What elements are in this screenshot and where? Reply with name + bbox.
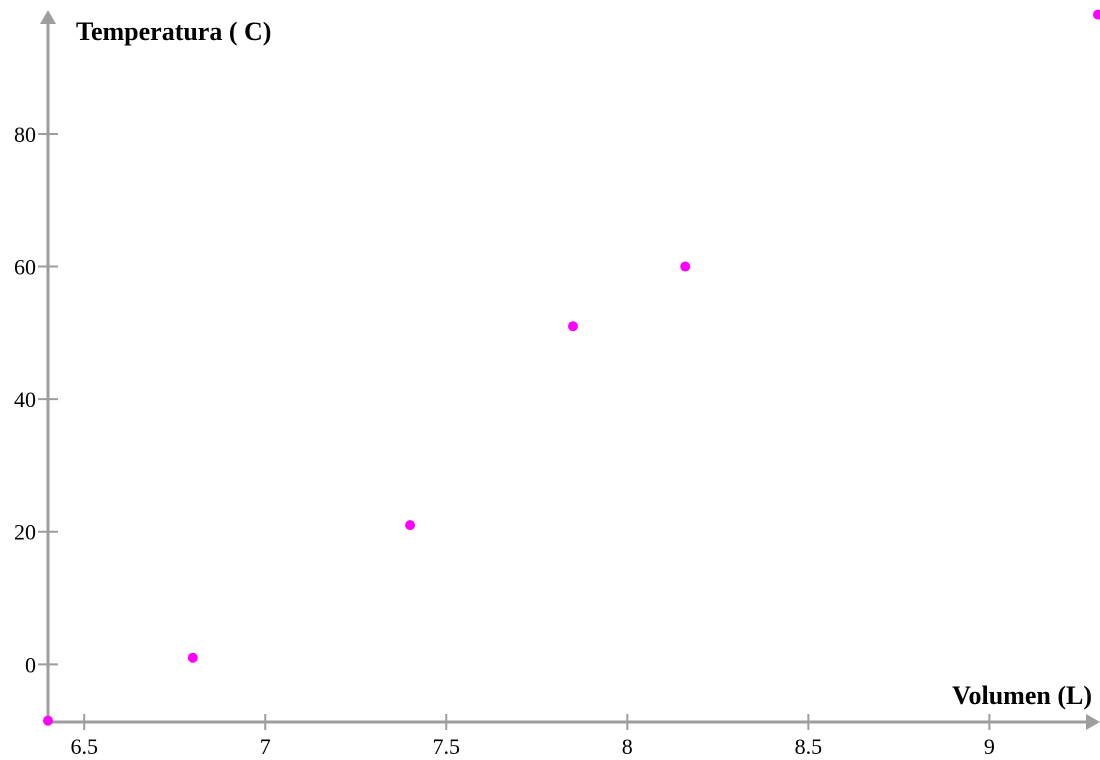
data-point [568, 321, 578, 332]
x-tick-label: 7 [260, 734, 271, 759]
x-ticks: 6.5 7 7.5 8 8.5 9 [70, 714, 995, 759]
y-tick-label: 0 [25, 652, 36, 677]
y-tick-label: 40 [14, 387, 36, 412]
data-points [43, 9, 1100, 726]
x-tick-label: 8 [622, 734, 633, 759]
y-axis-label: Temperatura ( C) [76, 17, 271, 46]
x-axis [48, 714, 1100, 730]
x-tick-label: 8.5 [795, 734, 823, 759]
x-tick-label: 9 [984, 734, 995, 759]
x-tick-label: 7.5 [433, 734, 461, 759]
data-point [43, 715, 53, 726]
x-axis-arrow-icon [1086, 714, 1100, 730]
x-axis-label: Volumen (L) [952, 681, 1092, 710]
y-tick-label: 60 [14, 255, 36, 280]
data-point [187, 652, 198, 663]
y-axis-arrow-icon [40, 10, 56, 24]
data-point [680, 261, 691, 272]
y-tick-label: 80 [14, 122, 36, 147]
y-ticks: 0 20 40 60 80 [14, 122, 58, 677]
x-tick-label: 6.5 [70, 734, 98, 759]
data-point [1093, 9, 1100, 20]
data-point [405, 520, 416, 531]
y-axis [40, 10, 56, 722]
y-tick-label: 20 [14, 520, 36, 545]
